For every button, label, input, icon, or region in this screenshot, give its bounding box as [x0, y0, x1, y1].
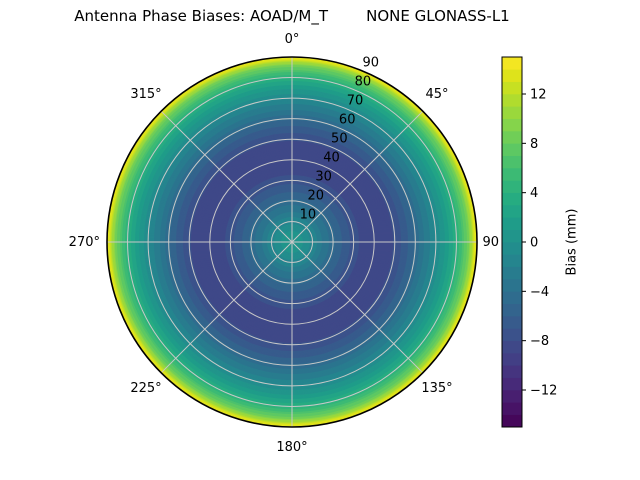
radial-tick-label: 80: [355, 75, 372, 90]
colorbar-band: [502, 93, 522, 107]
colorbar-tick-label: 12: [530, 88, 547, 103]
angular-tick-label: 315°: [130, 87, 161, 102]
colorbar-band: [502, 130, 522, 144]
colorbar-band: [502, 389, 522, 403]
radial-tick-label: 40: [323, 151, 340, 166]
angular-tick-label: 225°: [130, 381, 161, 396]
colorbar-band: [502, 278, 522, 292]
colorbar-band: [502, 402, 522, 415]
colorbar-band: [502, 180, 522, 193]
plot-title: Antenna Phase Biases: AOAD/M_T NONE GLON…: [74, 7, 510, 25]
radial-tick-label: 70: [347, 94, 364, 109]
colorbar-label: Bias (mm): [565, 209, 580, 276]
colorbar-tick-label: 4: [530, 186, 538, 201]
colorbar-band: [502, 69, 522, 82]
colorbar-band: [502, 328, 522, 341]
colorbar-band: [502, 315, 522, 329]
radial-tick-label: 30: [315, 170, 332, 185]
radial-tick-label: 20: [307, 189, 324, 204]
grid-ring: [229, 179, 355, 305]
colorbar-band: [502, 167, 522, 181]
grid-ring: [270, 220, 314, 264]
angular-tick-label: 270°: [69, 235, 100, 250]
colorbar-band: [502, 254, 522, 267]
colorbar-band: [502, 81, 522, 95]
radial-tick-label: 50: [331, 132, 348, 147]
colorbar-band: [502, 414, 522, 428]
colorbar-tick-label: 0: [530, 236, 538, 251]
polar-outline: [106, 56, 478, 428]
grid-ring: [168, 118, 416, 366]
colorbar-band: [502, 143, 522, 156]
radial-tick-label: 10: [300, 208, 317, 223]
colorbar-band: [502, 241, 522, 255]
radial-tick-label: 60: [339, 113, 356, 128]
colorbar-tick-label: −12: [530, 384, 557, 399]
grid-ring: [250, 200, 334, 284]
colorbar-band: [502, 266, 522, 280]
colorbar-band: [502, 291, 522, 304]
grid-ring: [127, 77, 457, 407]
colorbar-band: [502, 118, 522, 132]
colorbar-band: [502, 155, 522, 169]
angular-tick-label: 0°: [285, 32, 300, 47]
angular-tick-label: 180°: [276, 440, 307, 455]
colorbar-band: [502, 303, 522, 317]
radial-tick-label: 90: [363, 56, 380, 71]
angular-tick-label: 45°: [425, 87, 448, 102]
angular-tick-labels: 0° 45° 90 135° 180° 225° 270° 315°: [69, 32, 499, 455]
colorbar-band: [502, 217, 522, 230]
angular-tick-label: 135°: [421, 381, 452, 396]
grid-ring: [209, 159, 375, 325]
colorbar-band: [502, 229, 522, 243]
colorbar-tick-label: −4: [530, 285, 549, 300]
radial-tick-labels: 10 20 30 40 50 60 70 80 90: [300, 56, 379, 223]
colorbar-band: [502, 204, 522, 218]
colorbar-band: [502, 377, 522, 391]
colorbar-band: [502, 365, 522, 378]
grid-ring: [188, 138, 396, 346]
colorbar: 12 8 4 0 −4 −8 −12: [501, 56, 557, 428]
colorbar-band: [502, 192, 522, 206]
colorbar-band: [502, 56, 522, 70]
colorbar-tick-label: −8: [530, 334, 549, 349]
colorbar-tick-label: 8: [530, 137, 538, 152]
colorbar-band: [502, 352, 522, 366]
colorbar-band: [502, 340, 522, 354]
polar-grid: [106, 56, 478, 428]
colorbar-band: [502, 106, 522, 119]
angular-tick-label: 90: [482, 235, 499, 250]
grid-ring: [147, 97, 437, 387]
